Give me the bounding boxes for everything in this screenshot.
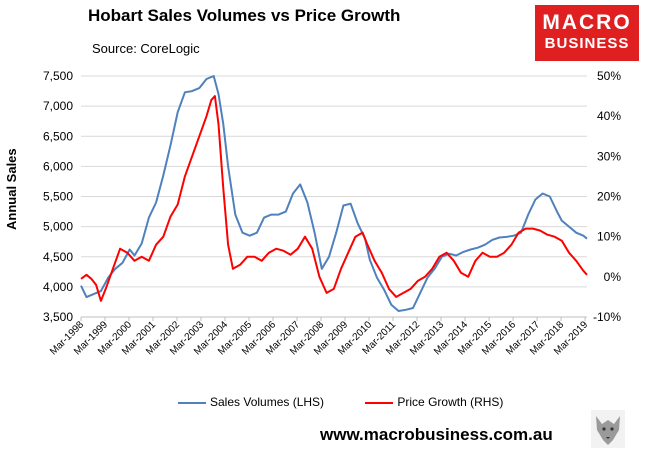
left-tick-label: 5,500 bbox=[43, 190, 73, 204]
chart-title: Hobart Sales Volumes vs Price Growth bbox=[88, 6, 401, 25]
left-tick-label: 5,000 bbox=[43, 220, 73, 234]
left-tick-label: 7,500 bbox=[43, 69, 73, 83]
right-tick-label: 0% bbox=[604, 270, 622, 284]
right-tick-label: 10% bbox=[597, 230, 621, 244]
legend-swatch-price bbox=[365, 401, 394, 404]
left-tick-label: 6,000 bbox=[43, 159, 73, 173]
legend: Sales Volumes (LHS) Price Growth (RHS) bbox=[178, 395, 541, 409]
right-tick-label: 50% bbox=[597, 69, 621, 83]
legend-item-price: Price Growth (RHS) bbox=[365, 395, 503, 409]
sales-volumes-line bbox=[80, 75, 588, 312]
left-tick-label: 4,500 bbox=[43, 250, 73, 264]
legend-label-price: Price Growth (RHS) bbox=[397, 395, 504, 409]
logo-line2: BUSINESS bbox=[544, 35, 630, 52]
legend-swatch-sales bbox=[178, 401, 206, 404]
right-tick-label: 20% bbox=[597, 190, 621, 204]
price-growth-line bbox=[80, 95, 588, 302]
left-tick-label: 4,000 bbox=[43, 280, 73, 294]
macrobusiness-logo: MACRO BUSINESS bbox=[535, 5, 639, 61]
chart-source: Source: CoreLogic bbox=[92, 41, 200, 56]
wolf-logo-icon bbox=[591, 410, 625, 448]
logo-line1: MACRO bbox=[542, 11, 632, 34]
right-tick-label: 40% bbox=[597, 109, 621, 123]
left-tick-label: 3,500 bbox=[43, 310, 73, 324]
website-url: www.macrobusiness.com.au bbox=[320, 425, 553, 444]
left-tick-label: 6,500 bbox=[43, 129, 73, 143]
right-tick-label: -10% bbox=[593, 310, 621, 324]
legend-label-sales: Sales Volumes (LHS) bbox=[210, 395, 325, 409]
left-tick-label: 7,000 bbox=[43, 99, 73, 113]
right-tick-label: 30% bbox=[597, 149, 621, 163]
legend-item-sales: Sales Volumes (LHS) bbox=[178, 395, 324, 409]
